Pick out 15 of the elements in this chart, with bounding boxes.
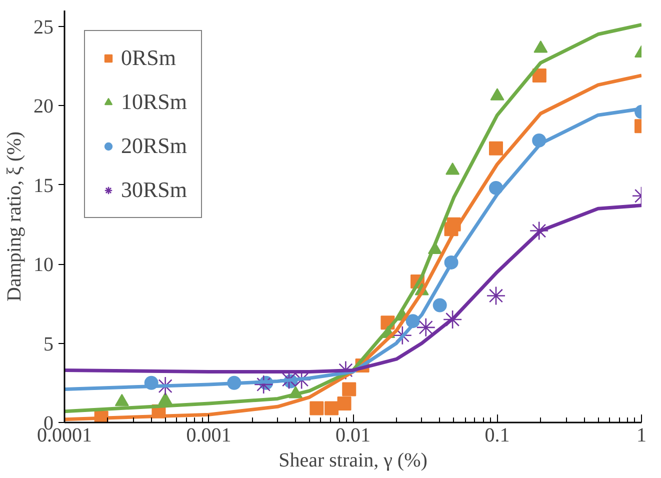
y-tick-label: 25	[34, 16, 54, 38]
y-axis-title: Damping ratio, ξ (%)	[4, 132, 26, 302]
y-tick-label: 10	[34, 254, 54, 276]
y-tick-label: 15	[34, 174, 54, 197]
y-tick-label: 20	[34, 96, 54, 118]
x-tick-label: 0.001	[186, 424, 232, 446]
x-tick-label: 0.01	[336, 424, 370, 446]
legend-label: 10RSm	[121, 89, 188, 115]
legend-label: 30RSm	[121, 177, 188, 203]
x-axis-title: Shear strain, γ (%)	[278, 450, 428, 472]
legend-label: 20RSm	[121, 133, 188, 159]
y-tick-label: 5	[44, 333, 54, 356]
x-tick-label: 1	[636, 424, 646, 446]
x-tick-label: 0.1	[484, 424, 510, 446]
legend-label: 0RSm	[121, 45, 176, 71]
